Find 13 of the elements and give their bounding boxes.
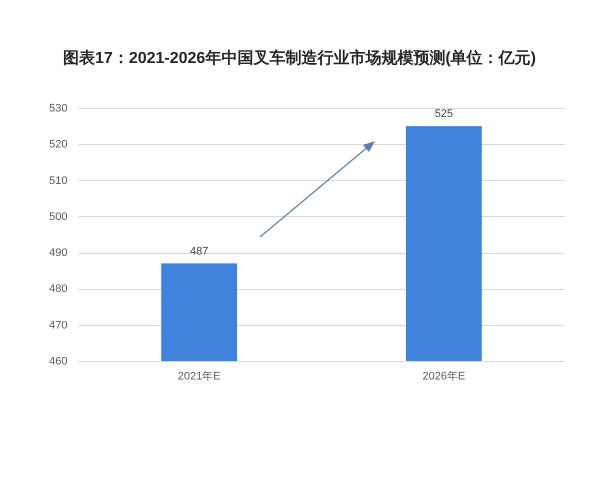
y-tick-label: 520 (49, 138, 68, 151)
y-tick-label: 480 (49, 283, 68, 296)
data-label: 487 (190, 245, 208, 258)
y-tick-label: 510 (49, 174, 68, 187)
y-tick-label: 490 (49, 247, 68, 260)
y-tick-label: 530 (49, 102, 68, 114)
y-tick-label: 500 (49, 210, 68, 223)
y-tick-label: 460 (49, 356, 68, 368)
data-label: 525 (434, 108, 454, 120)
y-tick-label: 470 (49, 319, 68, 332)
chart-title: 图表17：2021-2026年中国叉车制造行业市场规模预测(单位：亿元) (63, 49, 536, 67)
x-tick-label: 2021年E (178, 370, 221, 382)
x-tick-label: 2026年E (422, 370, 466, 382)
